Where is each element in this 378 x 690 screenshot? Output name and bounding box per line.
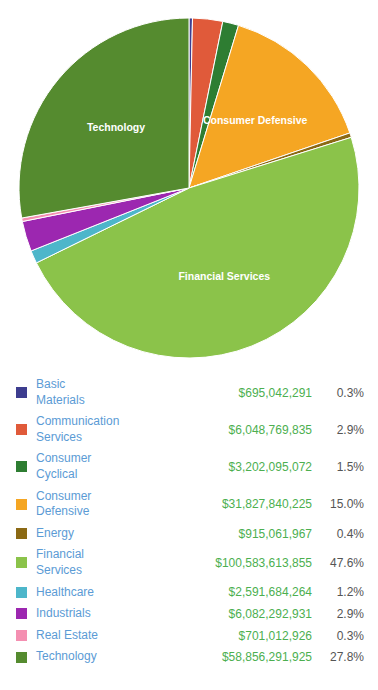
html-text:Technology: Technology [36,649,97,664]
html-text:Real Estate: Real Estate [36,627,98,642]
html-text:1.2%: 1.2% [336,585,364,600]
html-text:2.9%: 2.9% [336,422,364,437]
html-text:$2,591,684,264: $2,591,684,264 [228,585,312,600]
html-text:$695,042,291: $695,042,291 [238,385,312,400]
html-text:1.5%: 1.5% [336,460,364,474]
html-text:27.8%: 27.8% [330,650,364,665]
html-text:Healthcare: Healthcare [36,584,94,599]
html-text:Basic Materials: Basic Materials [36,377,85,407]
html-text:Financial Services: Financial Services [36,547,84,577]
svg-text:Financial Services: Financial Services [178,270,270,282]
html-text:Consumer Cyclical: Consumer Cyclical [36,451,92,481]
html-text:$31,827,840,225: $31,827,840,225 [221,497,312,512]
html-text:$915,061,967: $915,061,967 [238,526,312,541]
html-text:$58,856,291,925: $58,856,291,925 [221,650,312,665]
html-text:$701,012,926: $701,012,926 [238,628,312,643]
html-text:Communication Services: Communication Services [36,414,120,444]
html-text:47.6%: 47.6% [330,555,364,570]
svg-text:Consumer Defensive: Consumer Defensive [203,114,308,126]
html-text:0.3%: 0.3% [336,385,364,400]
html-text:$3,202,095,072: $3,202,095,072 [228,460,312,474]
html-text:Energy: Energy [36,525,74,540]
html-text:0.4%: 0.4% [336,526,364,541]
html-text:$100,583,613,855: $100,583,613,855 [215,555,312,570]
html-text:$6,048,769,835: $6,048,769,835 [228,422,312,437]
svg-text:Technology: Technology [87,121,145,133]
html-text:Industrials: Industrials [36,606,91,621]
html-text:2.9%: 2.9% [336,606,364,621]
html-text:15.0%: 15.0% [330,497,364,512]
html-text:$6,082,292,931: $6,082,292,931 [228,606,312,621]
html-text:0.3%: 0.3% [336,628,364,643]
html-text:Consumer Defensive: Consumer Defensive [36,488,92,519]
